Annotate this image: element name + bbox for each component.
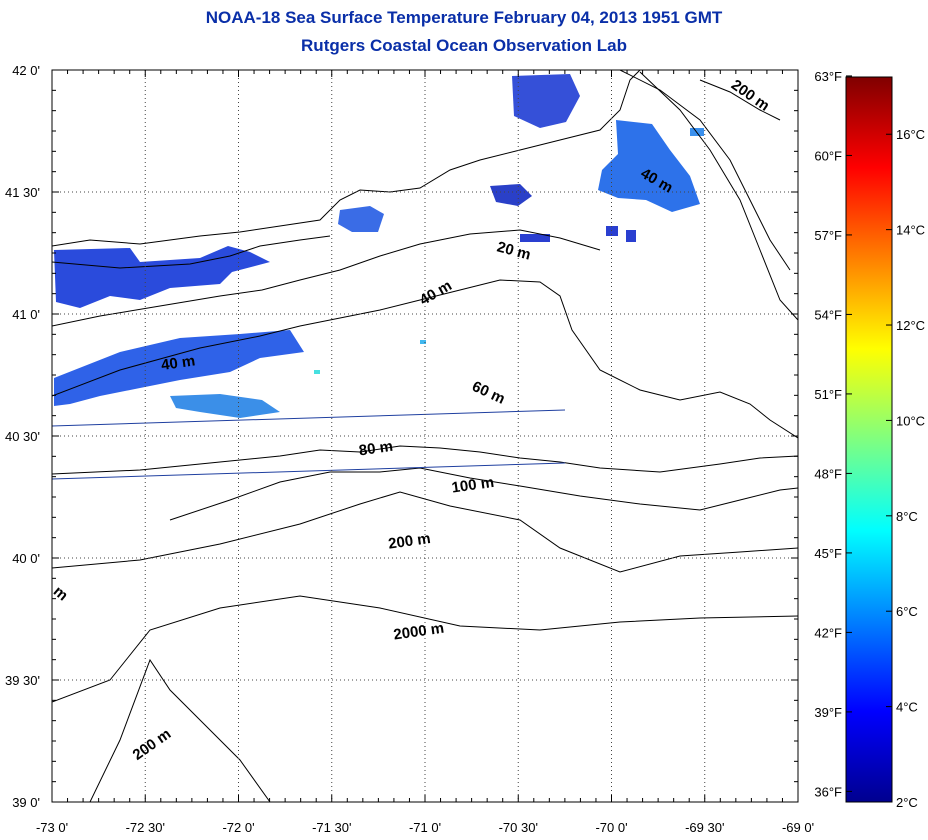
lat-tick-label: 39 0' xyxy=(12,795,40,810)
fahrenheit-label: 36°F xyxy=(814,784,842,799)
lon-tick-label: -70 30' xyxy=(499,820,538,835)
sst-patch-shelf xyxy=(54,330,304,406)
lat-tick-label: 40 30' xyxy=(5,429,40,444)
lon-tick-label: -69 0' xyxy=(782,820,814,835)
lon-tick-label: -73 0' xyxy=(36,820,68,835)
contour-label: m xyxy=(50,583,71,605)
lat-tick-label: 41 30' xyxy=(5,185,40,200)
lon-tick-label: -72 30' xyxy=(126,820,165,835)
coastline-bathymetry xyxy=(52,70,798,802)
celsius-label: 8°C xyxy=(896,509,918,524)
contour-label: 20 m xyxy=(495,238,532,263)
celsius-label: 4°C xyxy=(896,700,918,715)
lat-tick-label: 42 0' xyxy=(12,63,40,78)
celsius-label: 6°C xyxy=(896,604,918,619)
colorbar-ticks: 16°C 14°C 12°C 10°C 8°C 6°C 4°C 2°C 63°F 60°F 57°F… xyxy=(814,69,925,810)
lat-tick-label: 41 0' xyxy=(12,307,40,322)
sst-imagery xyxy=(54,74,704,418)
fahrenheit-label: 45°F xyxy=(814,546,842,561)
lon-tick-label: -72 0' xyxy=(222,820,254,835)
lon-tick-label: -71 0' xyxy=(409,820,441,835)
sst-patch-south xyxy=(170,394,280,418)
fahrenheit-label: 48°F xyxy=(814,466,842,481)
fahrenheit-label: 42°F xyxy=(814,625,842,640)
fahrenheit-label: 39°F xyxy=(814,705,842,720)
colorbar xyxy=(845,76,893,803)
sst-patch-cape xyxy=(598,120,700,212)
celsius-label: 2°C xyxy=(896,795,918,810)
fahrenheit-label: 60°F xyxy=(814,148,842,163)
contour-label: 200 m xyxy=(130,725,175,763)
sst-patch-nantucket xyxy=(490,184,532,206)
celsius-label: 16°C xyxy=(896,127,925,142)
sst-patch-li-sound xyxy=(54,246,270,308)
fahrenheit-label: 57°F xyxy=(814,228,842,243)
axis-ticks: 42 0' 41 30' 41 0' 40 30' 40 0' 39 30' 39 0' -7… xyxy=(5,63,814,835)
lon-tick-label: -69 30' xyxy=(685,820,724,835)
map-title: NOAA-18 Sea Surface Temperature February… xyxy=(205,8,723,27)
contour-label: 2000 m xyxy=(392,620,445,644)
sst-patch-bay xyxy=(512,74,580,128)
contour-label: 40 m xyxy=(160,352,196,374)
lat-tick-label: 39 30' xyxy=(5,673,40,688)
fahrenheit-label: 63°F xyxy=(814,69,842,84)
contour-label: 200 m xyxy=(728,76,773,114)
contour-label: 80 m xyxy=(358,438,394,460)
celsius-label: 12°C xyxy=(896,318,925,333)
map-subtitle: Rutgers Coastal Ocean Observation Lab xyxy=(301,36,627,55)
contour-label: 60 m xyxy=(469,378,507,408)
contour-label: 40 m xyxy=(417,277,455,309)
lat-tick-label: 40 0' xyxy=(12,551,40,566)
contour-label: 100 m xyxy=(451,474,495,497)
celsius-label: 10°C xyxy=(896,413,925,428)
sst-patch-ri xyxy=(338,206,384,232)
track-lines xyxy=(51,409,566,480)
fahrenheit-label: 51°F xyxy=(814,387,842,402)
contour-label: 200 m xyxy=(387,530,431,553)
lon-tick-label: -71 30' xyxy=(312,820,351,835)
celsius-label: 14°C xyxy=(896,223,925,238)
lon-tick-label: -70 0' xyxy=(595,820,627,835)
fahrenheit-label: 54°F xyxy=(814,307,842,322)
